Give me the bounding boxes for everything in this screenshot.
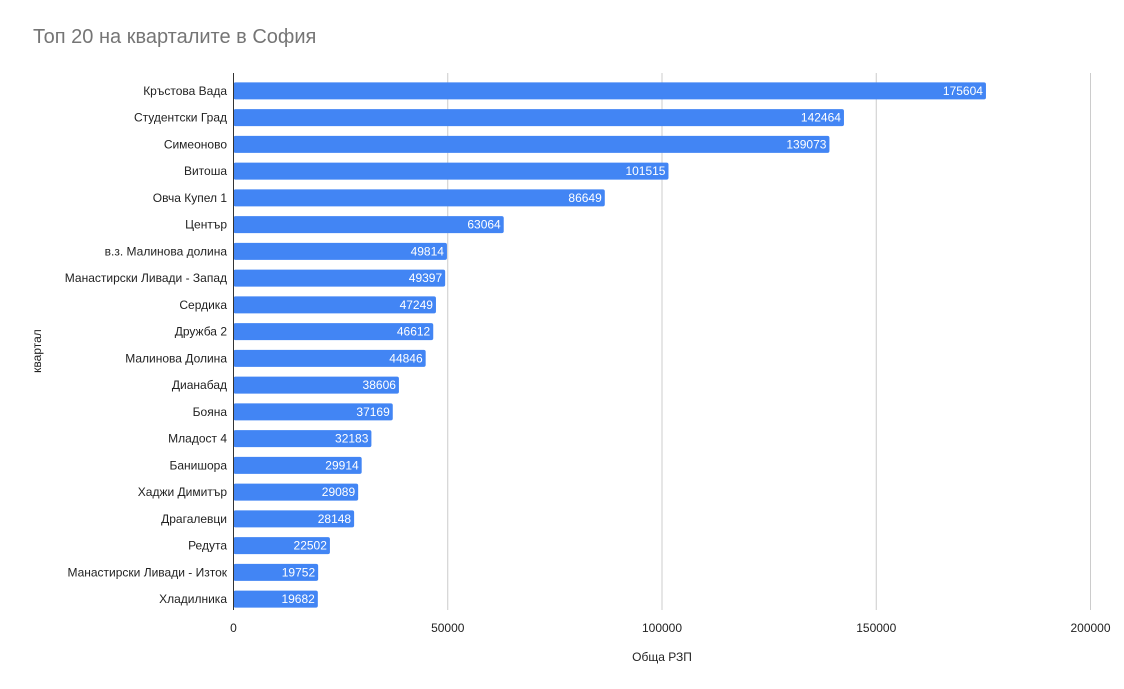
bar xyxy=(233,456,362,474)
category-label: Дианабад xyxy=(172,378,227,392)
category-label: Редута xyxy=(188,539,227,553)
x-tick-labels: 0 50000 100000 150000 200000 xyxy=(230,621,1111,635)
data-label: 86649 xyxy=(568,191,602,205)
grid-lines xyxy=(447,73,1091,610)
bar xyxy=(233,189,605,207)
data-label: 22502 xyxy=(294,539,328,553)
data-label: 37169 xyxy=(356,405,390,419)
data-label: 19682 xyxy=(281,592,315,606)
category-label: Манастирски Ливади - Изток xyxy=(67,565,227,579)
x-tick-label: 50000 xyxy=(431,621,465,635)
data-label: 46612 xyxy=(397,325,431,339)
bar xyxy=(233,563,319,581)
category-label: Симеоново xyxy=(164,137,228,151)
category-label: Бояна xyxy=(193,405,228,419)
bar xyxy=(233,590,318,608)
data-label: 47249 xyxy=(400,298,434,312)
data-label: 19752 xyxy=(282,565,316,579)
x-tick-label: 150000 xyxy=(856,621,896,635)
bar xyxy=(233,135,830,153)
category-label: Сердика xyxy=(179,298,227,312)
bar xyxy=(233,323,434,341)
x-tick-label: 0 xyxy=(230,621,237,635)
bar xyxy=(233,269,446,287)
data-label: 49397 xyxy=(409,271,443,285)
category-label: Витоша xyxy=(184,164,227,178)
data-label: 139073 xyxy=(786,137,826,151)
x-axis-title: Обща РЗП xyxy=(632,650,692,664)
y-axis-title: квартал xyxy=(30,329,44,373)
category-label: Дружба 2 xyxy=(175,325,228,339)
category-label: Драгалевци xyxy=(161,512,227,526)
data-label: 38606 xyxy=(363,378,397,392)
category-label: Младост 4 xyxy=(168,432,227,446)
bar xyxy=(233,109,844,127)
category-labels: Кръстова Вада Студентски Град Симеоново Вит… xyxy=(65,84,228,606)
bar xyxy=(233,483,359,501)
category-label: Овча Купел 1 xyxy=(153,191,228,205)
bar xyxy=(233,162,669,180)
category-label: Хаджи Димитър xyxy=(138,485,228,499)
x-tick-label: 100000 xyxy=(642,621,682,635)
category-label: Малинова Долина xyxy=(125,351,227,365)
data-label: 44846 xyxy=(389,351,423,365)
bar xyxy=(233,430,372,448)
category-label: в.з. Малинова долина xyxy=(105,244,228,258)
bar xyxy=(233,296,436,314)
data-label: 28148 xyxy=(318,512,352,526)
data-label: 101515 xyxy=(625,164,665,178)
bar xyxy=(233,242,447,260)
data-label: 29914 xyxy=(325,458,359,472)
data-label: 32183 xyxy=(335,432,369,446)
data-label: 49814 xyxy=(411,244,445,258)
bar xyxy=(233,82,986,100)
bar xyxy=(233,376,399,394)
category-label: Център xyxy=(185,218,227,232)
category-label: Хладилника xyxy=(159,592,227,606)
data-label: 142464 xyxy=(801,111,841,125)
bar xyxy=(233,537,330,555)
chart-title: Топ 20 на кварталите в София xyxy=(33,26,317,48)
x-tick-label: 200000 xyxy=(1070,621,1110,635)
bar xyxy=(233,349,426,367)
data-label: 29089 xyxy=(322,485,356,499)
bar xyxy=(233,510,355,528)
bar xyxy=(233,403,393,421)
data-label: 175604 xyxy=(943,84,983,98)
bar xyxy=(233,216,504,234)
category-label: Манастирски Ливади - Запад xyxy=(65,271,227,285)
category-label: Студентски Град xyxy=(134,111,227,125)
bars: 175604 142464 139073 101515 86649 63064 49814 4… xyxy=(233,82,986,608)
data-label: 63064 xyxy=(467,218,501,232)
category-label: Кръстова Вада xyxy=(143,84,227,98)
category-label: Банишора xyxy=(169,458,227,472)
